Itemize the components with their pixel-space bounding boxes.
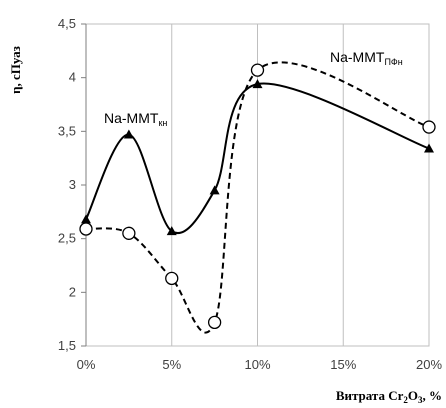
x-axis-title-sub1: 2	[403, 395, 408, 405]
x-axis-title-sub2: 3	[418, 395, 423, 405]
series-markers	[79, 63, 436, 330]
y-tick-label: 2	[69, 284, 76, 299]
data-point-triangle	[166, 226, 177, 236]
x-tick-label: 15%	[330, 357, 356, 372]
x-tick-label: 20%	[416, 357, 442, 372]
x-tick-label: 5%	[162, 357, 181, 372]
x-tick-label: 0%	[77, 357, 96, 372]
data-point-circle	[79, 222, 93, 236]
series-label-dashed-sub: ПФн	[384, 57, 402, 67]
series-label-dashed: Na-MMTПФн	[330, 49, 403, 67]
y-tick-label: 1,5	[58, 338, 76, 353]
y-tick-label: 2,5	[58, 231, 76, 246]
series-label-solid-main: Na-MMT	[104, 110, 159, 126]
y-tick-label: 3	[69, 177, 76, 192]
data-point-circle	[207, 315, 222, 330]
series-label-dashed-main: Na-MMT	[330, 49, 385, 65]
data-point-circle	[165, 271, 179, 286]
series-label-solid: Na-MMTкн	[104, 110, 167, 128]
y-axis-title: η, сПуаз	[8, 46, 23, 94]
data-point-triangle	[252, 79, 263, 89]
x-axis-title-mid: O	[408, 388, 418, 403]
series-line-solid	[85, 82, 430, 235]
data-point-triangle	[123, 129, 134, 139]
x-axis-title: Витрата Cr2O3, %	[336, 388, 442, 405]
data-point-circle	[422, 120, 436, 134]
x-axis-title-end: , %	[423, 388, 443, 403]
y-tick-label: 4	[69, 70, 76, 85]
x-tick-label: 10%	[244, 357, 270, 372]
y-tick-label: 3,5	[58, 123, 76, 138]
data-point-triangle	[424, 143, 434, 153]
series-label-solid-sub: кн	[158, 118, 167, 128]
x-axis-title-main: Витрата Cr	[336, 388, 404, 403]
data-point-triangle	[209, 185, 220, 195]
data-point-circle	[122, 226, 136, 240]
tick-labels: 1,5 2 2,5 3 3,5 4 4,5 0% 5% 10% 15% 20%	[58, 16, 443, 372]
data-point-triangle	[81, 214, 91, 224]
y-tick-label: 4,5	[58, 16, 76, 31]
grid	[81, 23, 430, 347]
data-point-circle	[250, 63, 265, 77]
